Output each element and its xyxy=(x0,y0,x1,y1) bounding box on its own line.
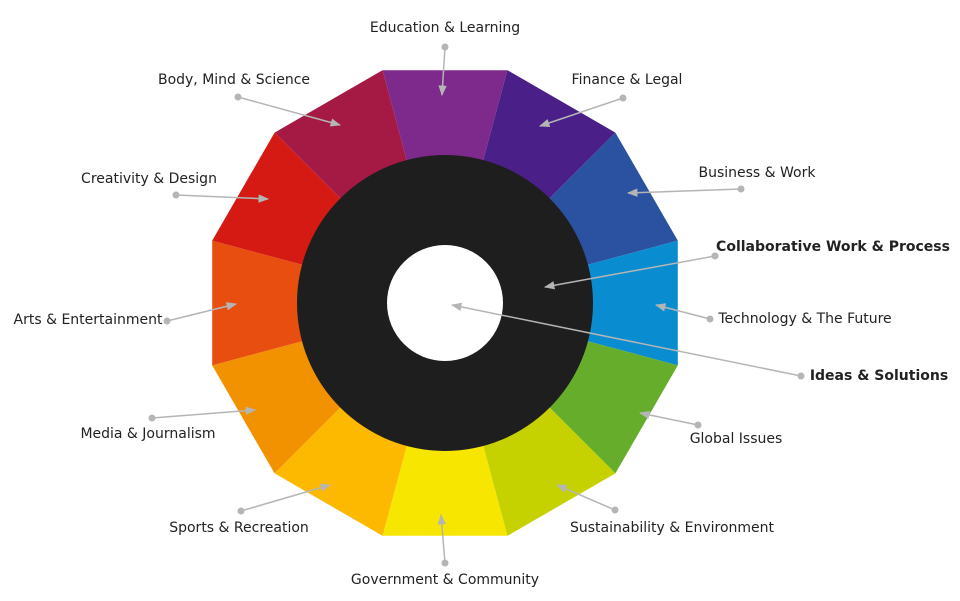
pointer-line xyxy=(175,194,270,203)
pointer-dot xyxy=(234,93,242,101)
category-label: Finance & Legal xyxy=(572,72,683,88)
pointer-line xyxy=(166,302,238,322)
wheel-segment xyxy=(544,132,678,267)
category-label: Global Issues xyxy=(690,431,783,447)
wheel-segment xyxy=(481,70,616,204)
category-label: Education & Learning xyxy=(370,20,520,36)
labels: Education & Learning Finance & Legal Busin… xyxy=(14,20,950,588)
category-label: Collaborative Work & Process xyxy=(716,239,950,255)
wheel-segment xyxy=(481,402,616,536)
pointer-dot xyxy=(711,252,719,260)
wheel-segment xyxy=(544,339,678,474)
wheel-segment xyxy=(212,132,346,267)
pointer-line xyxy=(539,97,624,127)
wheel-segment xyxy=(580,240,678,366)
pointer-line xyxy=(437,513,446,564)
pointer-line xyxy=(237,96,342,127)
wheel-segment xyxy=(382,70,508,168)
pointer-line xyxy=(543,255,716,290)
category-label: Technology & The Future xyxy=(717,311,891,327)
category-label: Ideas & Solutions xyxy=(810,368,948,384)
pointer-line xyxy=(626,188,742,197)
pointer-dot xyxy=(619,94,627,102)
color-wheel xyxy=(212,70,678,536)
wheel-segment xyxy=(382,438,508,536)
wheel-segment xyxy=(212,339,346,474)
pointer-line xyxy=(654,303,711,320)
pointer-dot xyxy=(737,185,745,193)
pointer-dot xyxy=(611,506,619,514)
wheel-segment xyxy=(212,240,310,366)
pointer-line xyxy=(438,46,447,97)
category-label: Sports & Recreation xyxy=(169,520,309,536)
pointer-dot xyxy=(163,317,171,325)
pointer-dot xyxy=(706,315,714,323)
pointer-dot xyxy=(172,191,180,199)
pointer-line xyxy=(450,302,802,377)
category-label: Government & Community xyxy=(351,572,539,588)
pointer-dot xyxy=(441,43,449,51)
pointer-dot xyxy=(797,372,805,380)
pointer-line xyxy=(556,484,616,511)
category-label: Sustainability & Environment xyxy=(570,520,775,536)
wheel-segment xyxy=(274,402,409,536)
category-label: Business & Work xyxy=(698,165,816,181)
category-label: Media & Journalism xyxy=(80,426,215,442)
wheel-segment xyxy=(274,70,409,204)
pointer-line xyxy=(151,406,257,419)
pointer-dot xyxy=(694,421,702,429)
pointer-dot xyxy=(237,507,245,515)
category-label: Arts & Entertainment xyxy=(14,312,163,328)
category-label: Creativity & Design xyxy=(81,171,217,187)
category-label: Body, Mind & Science xyxy=(158,72,310,88)
pointer-line xyxy=(240,483,332,512)
pointer-line xyxy=(638,410,699,426)
pointer-dot xyxy=(441,559,449,567)
center-hole xyxy=(387,245,503,361)
pointer-dot xyxy=(148,414,156,422)
